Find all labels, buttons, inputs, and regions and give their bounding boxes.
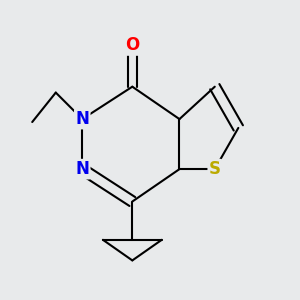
Text: S: S <box>209 160 221 178</box>
Text: N: N <box>75 110 89 128</box>
Text: N: N <box>75 160 89 178</box>
Text: O: O <box>125 37 140 55</box>
